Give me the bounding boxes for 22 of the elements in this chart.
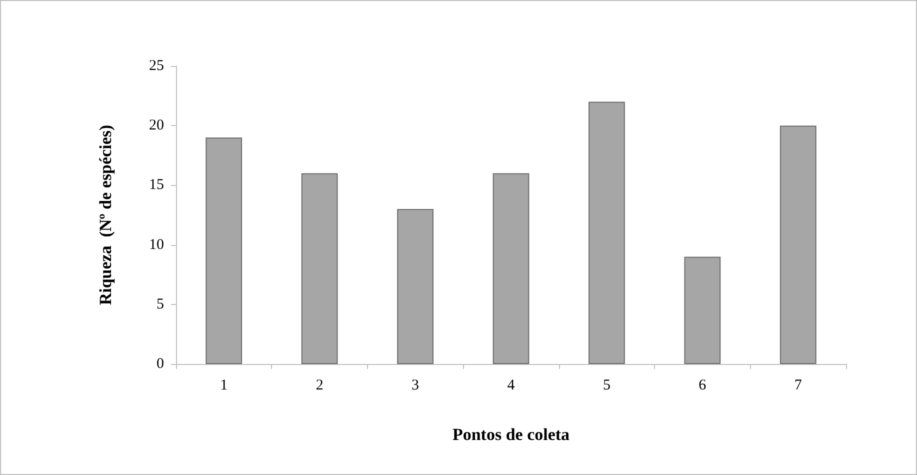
bar	[492, 173, 530, 364]
x-tick-label: 4	[507, 378, 516, 394]
x-tick-label: 7	[794, 378, 802, 394]
bar	[206, 138, 242, 364]
x-axis-title: Pontos de coleta	[452, 425, 570, 444]
y-tick-label: 25	[149, 58, 164, 74]
y-tick-label: 10	[149, 236, 164, 253]
x-tick-label: 6	[698, 378, 707, 394]
y-tick-label: 20	[149, 118, 164, 134]
y-tick-label: 5	[156, 296, 164, 312]
y-tick-label: 0	[156, 356, 164, 372]
y-axis-title: Riqueza (Nº de espécies)	[96, 124, 115, 306]
y-tick-label: 15	[149, 177, 164, 194]
bar	[684, 256, 721, 364]
bar	[301, 173, 338, 364]
x-tick-label: 2	[316, 378, 324, 394]
x-tick-label: 1	[220, 378, 228, 394]
x-tick-label: 5	[602, 378, 610, 394]
bar	[588, 102, 625, 364]
bar	[397, 209, 434, 364]
bar	[780, 126, 816, 364]
x-tick-label: 3	[412, 378, 420, 394]
